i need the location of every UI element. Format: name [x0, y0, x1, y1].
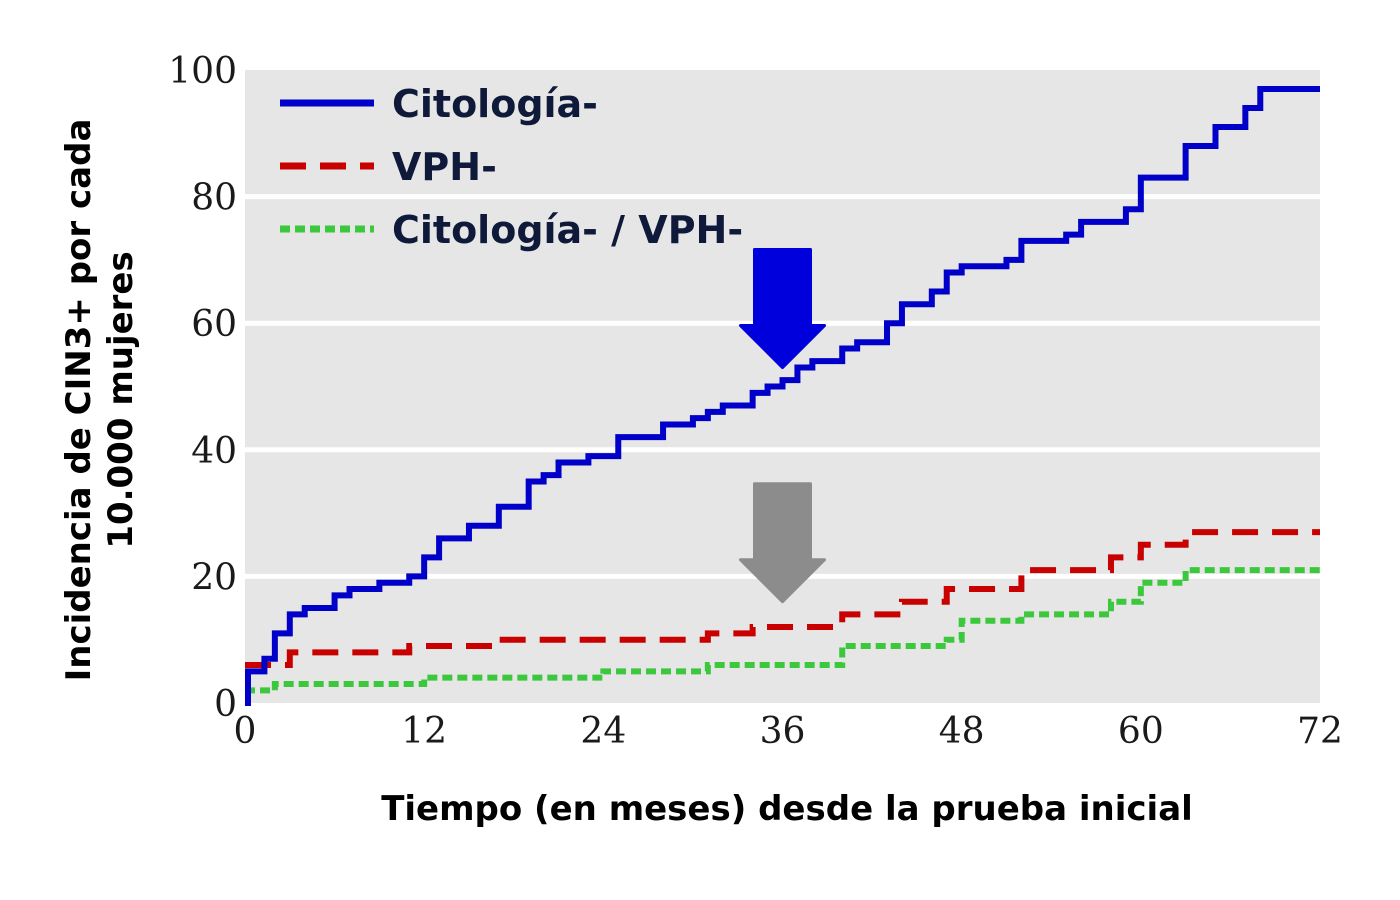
x-tick-label: 72 — [1297, 711, 1343, 752]
y-axis-title-line-2: 10.000 mujeres — [101, 251, 141, 548]
legend-label: Citología- — [392, 82, 598, 126]
series-lines — [244, 85, 1320, 706]
y-tick-label: 60 — [191, 304, 237, 345]
annotation-arrows — [739, 248, 826, 604]
annotation-arrow — [739, 248, 826, 370]
y-axis-title-line-1: Incidencia de CIN3+ por cada — [59, 119, 99, 682]
x-tick-label: 12 — [401, 711, 447, 752]
x-axis-title: Tiempo (en meses) desde la prueba inicia… — [381, 789, 1193, 829]
x-tick-label: 48 — [939, 711, 985, 752]
x-tick-label: 60 — [1118, 711, 1164, 752]
x-tick-label: 24 — [580, 711, 626, 752]
legend-label: Citología- / VPH- — [392, 208, 743, 252]
legend-label: VPH- — [392, 145, 497, 189]
y-tick-label: 40 — [191, 431, 237, 472]
y-axis-title: Incidencia de CIN3+ por cada 10.000 muje… — [59, 119, 141, 682]
y-tick-label: 80 — [191, 178, 237, 219]
series-line — [244, 85, 1320, 706]
series-line — [245, 529, 1320, 669]
y-tick-label: 20 — [191, 557, 237, 598]
legend: Citología- VPH- Citología- / VPH- — [280, 82, 743, 252]
y-tick-label: 100 — [168, 51, 237, 92]
annotation-arrow — [739, 482, 826, 604]
x-tick-labels: 0 12 24 36 48 60 72 — [234, 711, 1343, 752]
x-tick-label: 36 — [760, 711, 806, 752]
x-tick-label: 0 — [234, 711, 257, 752]
y-tick-label: 0 — [214, 684, 237, 725]
y-tick-labels: 0 20 40 60 80 100 — [168, 51, 237, 725]
